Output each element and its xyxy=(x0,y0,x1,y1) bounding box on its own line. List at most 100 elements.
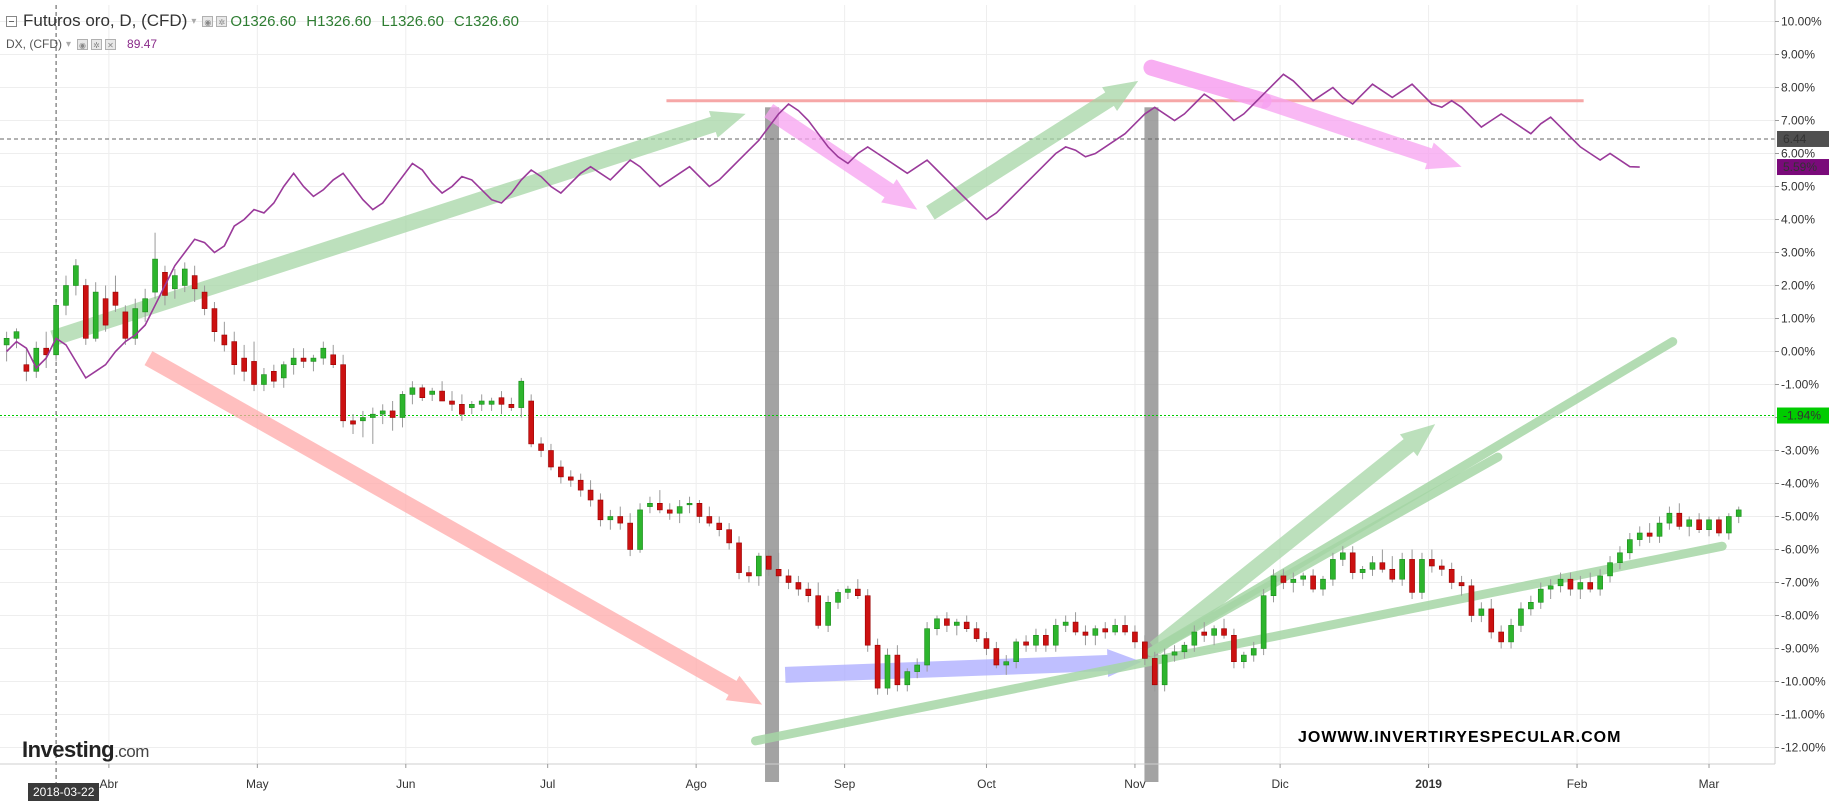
trend-line xyxy=(1143,59,1272,109)
candle-body xyxy=(379,410,386,415)
y-tick-label: 0.00% xyxy=(1781,345,1815,359)
candle-body xyxy=(1330,559,1336,580)
caret-down-icon[interactable]: ▾ xyxy=(191,15,197,27)
candle-body xyxy=(330,354,337,365)
candle-body xyxy=(874,644,881,689)
candle-body xyxy=(855,588,861,596)
gear-icon[interactable]: ✲ xyxy=(91,38,103,50)
candle-body xyxy=(1241,654,1247,662)
candle-body xyxy=(478,400,485,405)
annotation-overlays xyxy=(0,5,1775,784)
candle-body xyxy=(795,582,802,590)
investing-logo: Investing.com xyxy=(22,737,149,762)
dx-line xyxy=(6,73,1640,380)
trend-arrow xyxy=(1261,93,1462,170)
candle-body xyxy=(1389,568,1396,580)
candle-body xyxy=(597,499,604,521)
candle-body xyxy=(1072,621,1079,633)
candle-body xyxy=(696,502,703,517)
candle-body xyxy=(310,357,317,362)
candle-body xyxy=(1280,575,1287,583)
candle-body xyxy=(1518,608,1524,626)
candle-body xyxy=(676,506,683,514)
candle-body xyxy=(617,516,624,524)
x-tick-label: Feb xyxy=(1567,777,1588,791)
candle-body xyxy=(1043,634,1049,646)
candle-body xyxy=(429,390,436,395)
axes: 10.00% 9.00% 8.00% 7.00% 6.00% 5.00% 4.00% 3.00… xyxy=(0,0,1829,791)
candle-body xyxy=(904,671,911,686)
candle-body xyxy=(1706,519,1712,530)
candle-body xyxy=(686,502,693,506)
y-tick-label: -5.00% xyxy=(1781,510,1819,524)
candle-body xyxy=(13,331,20,339)
candle-body xyxy=(765,555,772,570)
candle-body xyxy=(191,275,198,290)
main-series-title[interactable]: Futuros oro, D, (CFD) xyxy=(23,11,188,30)
candle-body xyxy=(1369,562,1376,570)
y-tick-label: 5.00% xyxy=(1781,180,1815,194)
candle-body xyxy=(1488,608,1495,633)
gear-icon[interactable]: ✲ xyxy=(216,15,228,27)
dx-series-title[interactable]: DX, (CFD) xyxy=(6,37,62,51)
legend-main: Futuros oro, D, (CFD) ▾ ◉ ✲ O1326.60 H13… xyxy=(6,11,529,31)
candle-body xyxy=(785,575,792,583)
y-tick-label: -8.00% xyxy=(1781,609,1819,623)
candle-body xyxy=(1250,648,1257,656)
eye-icon[interactable]: ◉ xyxy=(202,15,214,27)
candle-body xyxy=(1399,559,1405,580)
x-tick-label: Mar xyxy=(1699,777,1720,791)
y-tick-label: -6.00% xyxy=(1781,543,1819,557)
price-label: 5.59% xyxy=(1783,160,1817,174)
x-tick-label: 2019 xyxy=(1415,777,1442,791)
candle-body xyxy=(1528,601,1534,610)
legend-dx: DX, (CFD) ▾ ◉ ✲ ✕ 89.47 xyxy=(6,37,157,51)
eye-icon[interactable]: ◉ xyxy=(77,38,89,50)
candle-body xyxy=(439,390,445,402)
candle-body xyxy=(1557,578,1564,587)
candle-body xyxy=(399,394,406,418)
candle-body xyxy=(181,268,188,286)
collapse-icon[interactable] xyxy=(6,15,17,27)
close-icon[interactable]: ✕ xyxy=(105,38,117,50)
candle-body xyxy=(894,654,901,686)
candle-body xyxy=(1339,552,1346,560)
candle-body xyxy=(934,618,940,629)
candle-body xyxy=(211,308,218,333)
candle-body xyxy=(221,334,228,346)
candle-body xyxy=(1013,641,1019,663)
candle-body xyxy=(1260,595,1267,649)
x-tick-label: Sep xyxy=(834,777,856,791)
caret-down-icon[interactable]: ▾ xyxy=(66,38,72,50)
candle-body xyxy=(864,595,871,646)
y-tick-label: 1.00% xyxy=(1781,312,1815,326)
candle-body xyxy=(63,285,69,306)
candle-body xyxy=(1547,585,1554,590)
candle-body xyxy=(607,516,614,521)
candle-body xyxy=(528,400,534,445)
y-tick-label: 3.00% xyxy=(1781,246,1815,260)
candle-body xyxy=(1082,631,1089,636)
candle-body xyxy=(122,311,129,339)
candle-body xyxy=(3,337,10,346)
y-tick-label: -7.00% xyxy=(1781,576,1819,590)
candle-body xyxy=(1023,641,1029,646)
candle-body xyxy=(23,364,30,372)
x-tick-label: Oct xyxy=(977,777,996,791)
candle-body xyxy=(884,654,891,689)
dx-value: 89.47 xyxy=(127,37,158,51)
candle-body xyxy=(726,529,732,544)
candle-body xyxy=(1458,582,1465,587)
candle-body xyxy=(637,509,643,550)
candle-body xyxy=(815,595,822,626)
candle-body xyxy=(261,374,267,385)
candle-body xyxy=(1666,512,1673,524)
candle-body xyxy=(1132,631,1138,643)
candle-body xyxy=(647,502,653,507)
candle-body xyxy=(775,568,782,577)
candle-body xyxy=(280,364,287,379)
close-value: C1326.60 xyxy=(453,12,519,30)
y-tick-label: 8.00% xyxy=(1781,81,1815,95)
y-tick-label: -11.00% xyxy=(1781,708,1825,722)
